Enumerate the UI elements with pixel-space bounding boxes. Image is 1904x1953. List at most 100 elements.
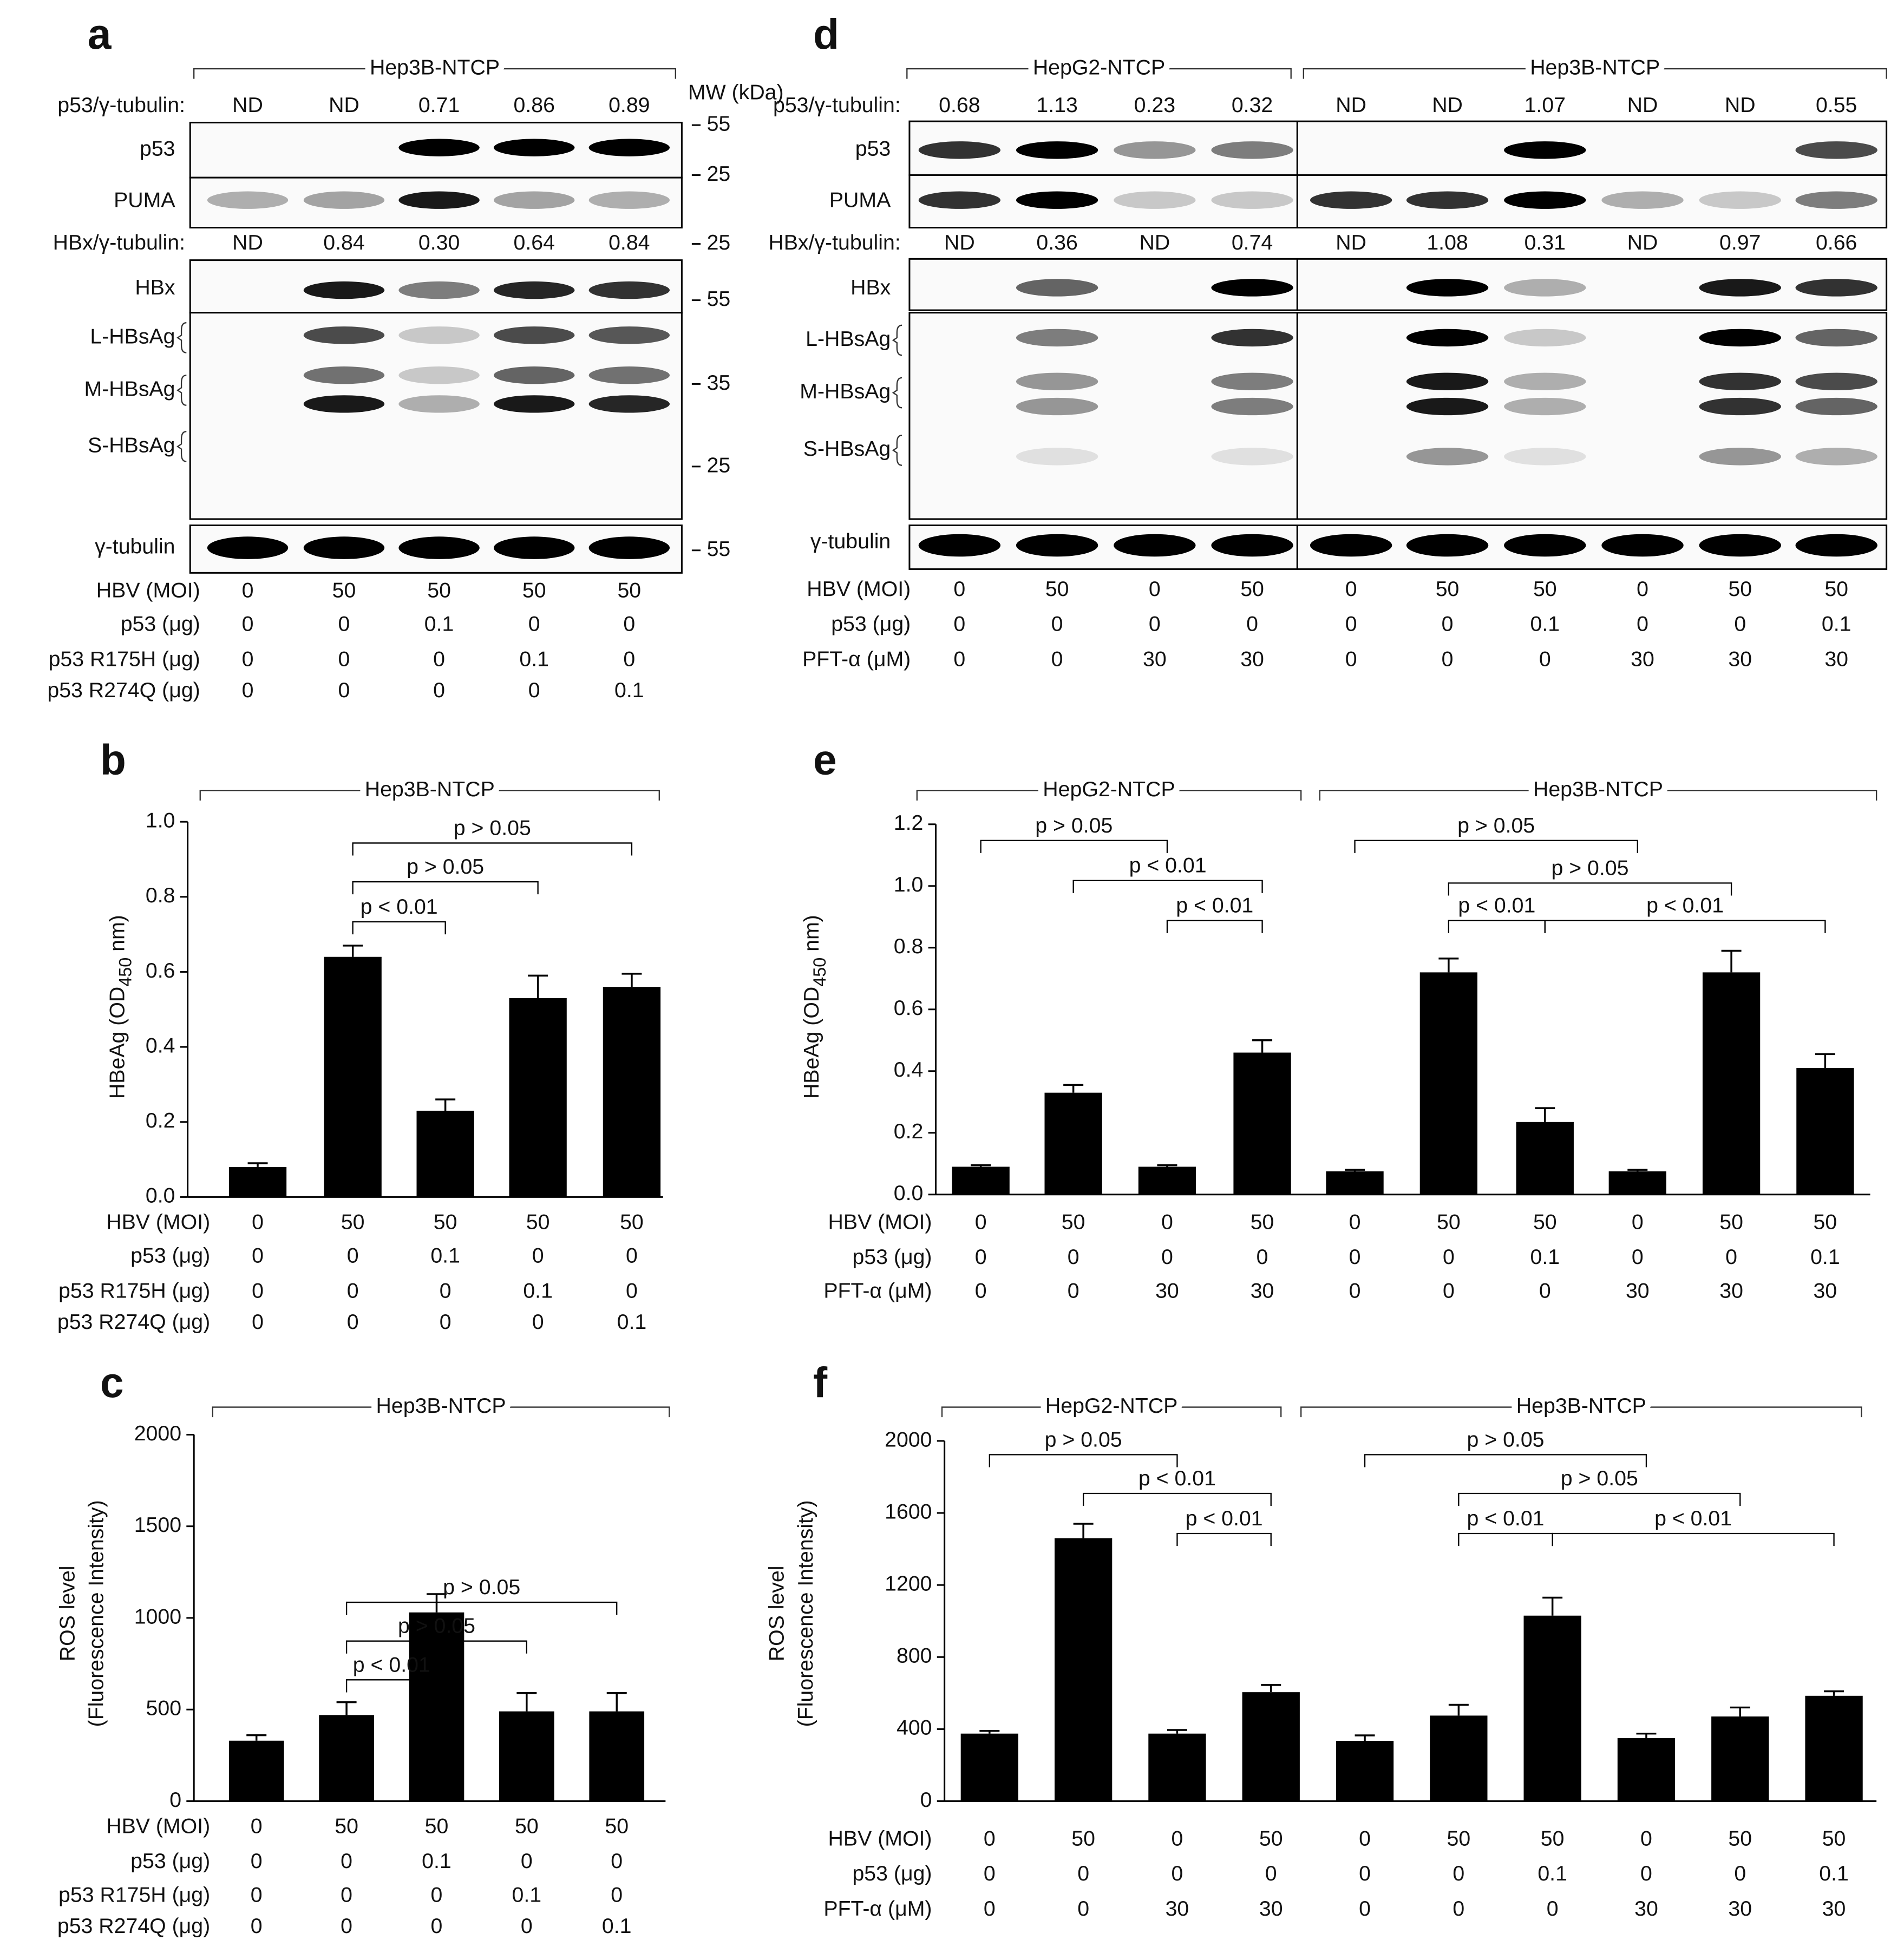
error-bar [1355,1734,1375,1741]
condition-value: 0 [626,1244,638,1268]
significance-label: p < 0.01 [1654,1506,1732,1530]
band [1795,397,1877,416]
band [303,536,385,559]
significance-bracket [1072,880,1263,893]
condition-value: 0 [338,612,350,636]
bar [228,1166,287,1197]
band [1310,534,1392,557]
condition-value: 0.1 [424,612,454,636]
bar [960,1733,1018,1801]
band [1795,141,1877,159]
condition-value: 50 [425,1814,449,1838]
error-bar [1636,1732,1657,1739]
ratio-value: 0.89 [609,93,650,117]
condition-value: 50 [1533,577,1557,601]
ratio-value: ND [1139,231,1170,254]
condition-value: 0 [611,1883,623,1906]
group-label: Hep3B-NTCP [1516,1394,1646,1418]
y-tick-label: 0.2 [894,1119,924,1143]
condition-value: 0 [521,1914,533,1938]
band [588,395,670,413]
condition-value: 0.1 [430,1244,460,1268]
ratio-value: 0.66 [1816,231,1857,254]
condition-value: 30 [1719,1279,1743,1302]
condition-value: 0 [532,1244,544,1268]
condition-label: HBV (MOI) [106,1814,210,1838]
significance-bracket [1448,882,1732,896]
error-bar [1438,957,1459,973]
band [493,395,575,413]
band [1504,397,1586,416]
error-bar [1063,1084,1084,1093]
condition-value: 50 [1822,1826,1846,1850]
significance-label: p < 0.01 [1176,894,1253,917]
y-tick-label: 1600 [885,1499,932,1523]
band [1699,329,1781,347]
ratio-value: 0.97 [1719,231,1761,254]
condition-label: HBV (MOI) [828,1826,932,1850]
band [1016,191,1098,209]
band [1114,141,1196,159]
band [1504,534,1586,557]
y-tick-label: 2000 [885,1427,932,1451]
bar [409,1612,464,1801]
error-bar [1345,1169,1365,1172]
group-bracket [212,1406,670,1418]
condition-value: 0 [338,678,350,702]
condition-value: 30 [1143,647,1167,671]
blot-frame [908,174,1888,229]
band [1795,448,1877,466]
condition-value: 50 [332,578,356,602]
condition-value: 0 [242,647,254,671]
condition-label: HBV (MOI) [96,578,200,602]
y-tick-label: 1.0 [894,873,924,896]
y-axis-label: (Fluorescence Intensity) [794,1500,817,1727]
condition-value: 0 [347,1310,359,1334]
significance-label: p > 0.05 [1467,1427,1544,1451]
band [1406,279,1489,297]
condition-value: 0 [1640,1826,1652,1850]
error-bar [247,1162,268,1167]
bar [1326,1171,1384,1195]
condition-value: 0.1 [422,1849,452,1873]
significance-label: p > 0.05 [407,855,484,879]
band [303,191,385,209]
band [398,536,480,559]
condition-value: 50 [1437,1210,1461,1234]
panel-letter: d [813,10,839,58]
condition-value: 0 [347,1279,359,1302]
ratio-label: HBx/γ-tubulin: [768,231,900,254]
condition-label: PFT-α (μM) [823,1279,932,1302]
condition-value: 0 [1172,1862,1183,1885]
condition-value: 0 [1725,1245,1737,1269]
band [1016,448,1098,466]
band [1114,534,1196,557]
condition-value: 0 [251,1814,263,1838]
y-tick-label: 0.4 [894,1058,924,1082]
ratio-value: ND [1627,93,1658,117]
band-label: L-HBsAg [806,327,891,351]
condition-value: 30 [1728,647,1752,671]
ratio-value: 0.68 [939,93,980,117]
group-label: Hep3B-NTCP [1530,55,1660,79]
significance-bracket [980,840,1168,853]
band [303,326,385,344]
bar [589,1711,645,1801]
y-tick-label: 0.8 [146,883,175,907]
band [398,395,480,413]
bar [1233,1052,1291,1195]
condition-value: 0 [1345,577,1357,601]
significance-bracket [352,881,539,895]
condition-value: 0 [1161,1210,1173,1234]
band [588,191,670,209]
condition-value: 0.1 [614,678,644,702]
condition-value: 0.1 [519,647,549,671]
y-tick-label: 500 [146,1696,182,1720]
band [493,139,575,156]
condition-value: 0 [1359,1862,1371,1885]
ratio-value: 1.13 [1036,93,1077,117]
bar [509,998,567,1197]
condition-value: 0 [975,1245,987,1269]
condition-value: 0 [626,1279,638,1302]
